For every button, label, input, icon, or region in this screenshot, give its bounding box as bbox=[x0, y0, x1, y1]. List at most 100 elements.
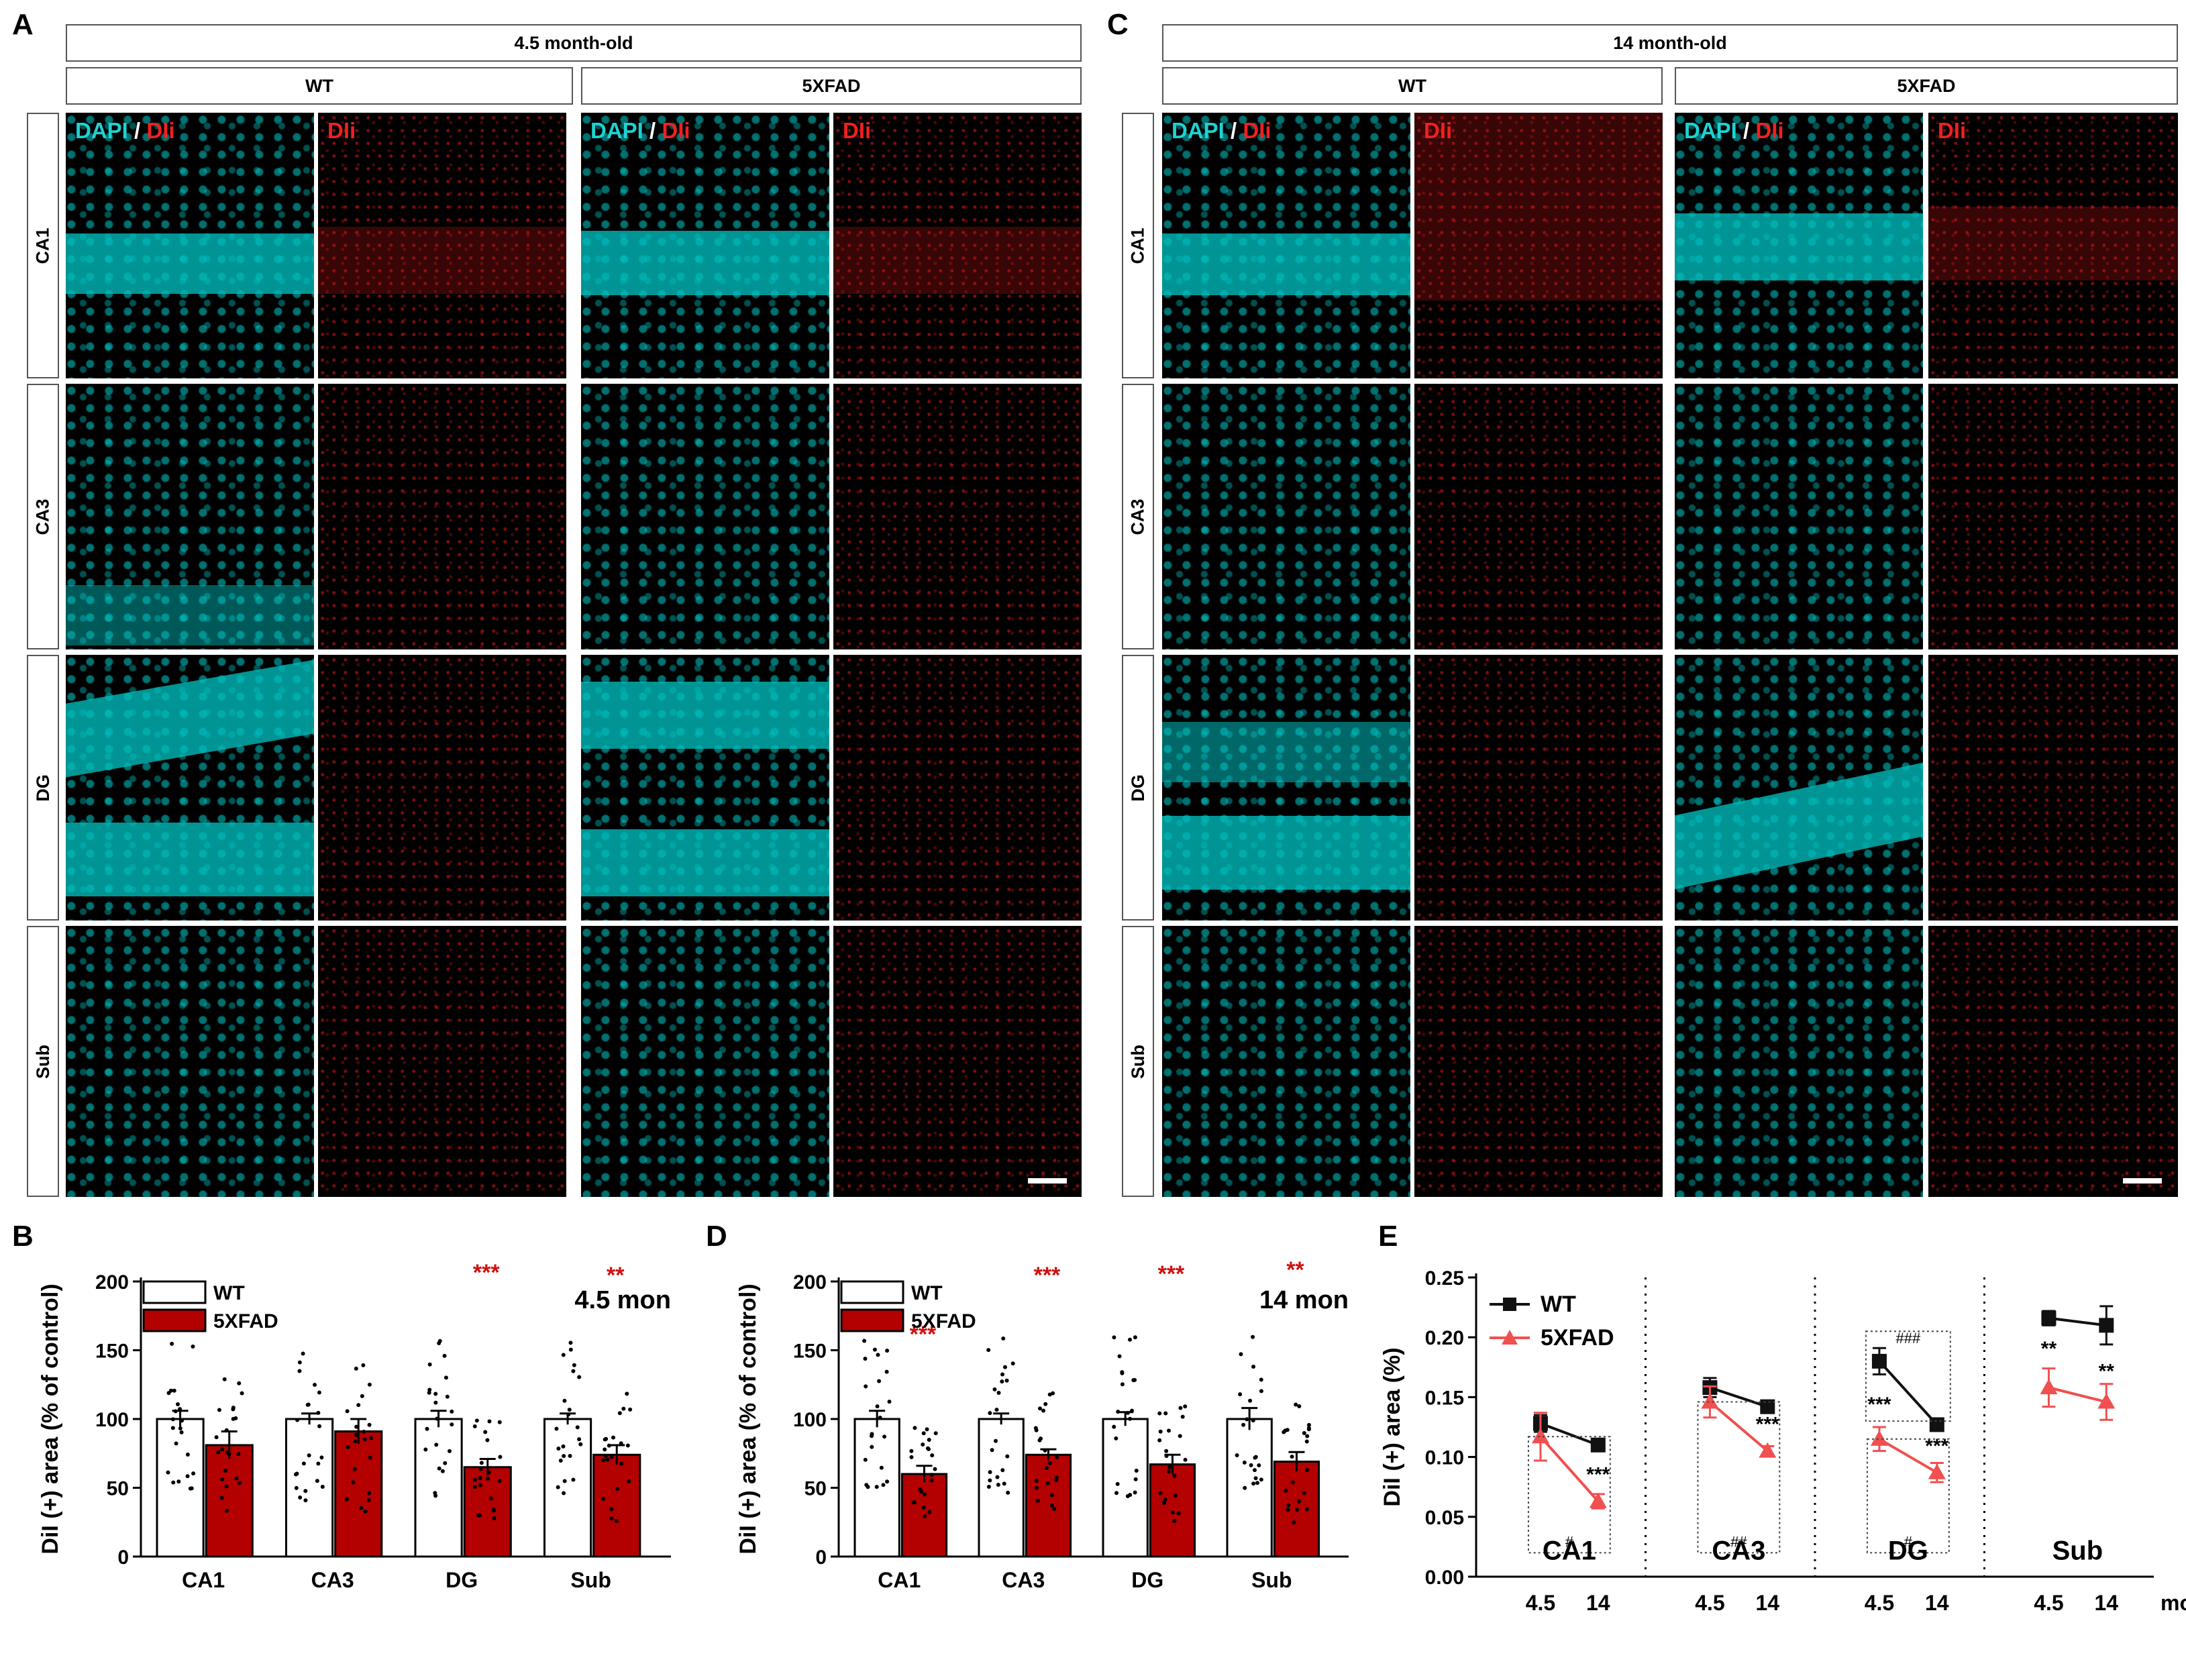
y-axis-label: DiI (+) area (% of control) bbox=[38, 1283, 63, 1554]
data-point bbox=[497, 1420, 502, 1424]
x-tick-label: 14 bbox=[2095, 1591, 2119, 1615]
data-point bbox=[577, 1437, 582, 1442]
data-point bbox=[295, 1418, 300, 1422]
row-label-dg: DG bbox=[1122, 655, 1154, 921]
data-point bbox=[485, 1438, 490, 1442]
data-point bbox=[1035, 1498, 1040, 1503]
data-point bbox=[233, 1416, 238, 1420]
x-tick-label: 4.5 bbox=[1695, 1591, 1724, 1615]
data-point bbox=[1158, 1429, 1163, 1434]
data-point bbox=[472, 1424, 477, 1428]
data-point bbox=[234, 1476, 239, 1481]
significance-stars: *** bbox=[1158, 1261, 1185, 1287]
y-tick-label: 0.10 bbox=[1425, 1447, 1464, 1469]
data-point bbox=[1178, 1434, 1182, 1438]
data-point bbox=[1306, 1427, 1311, 1432]
data-point bbox=[1590, 1437, 1606, 1453]
micrograph-fad45-dg-dapi bbox=[581, 655, 829, 921]
panel-label-e: E bbox=[1378, 1220, 1398, 1253]
data-point bbox=[171, 1480, 176, 1485]
data-point bbox=[172, 1388, 176, 1393]
data-point bbox=[561, 1444, 566, 1449]
data-point bbox=[614, 1518, 619, 1523]
data-point bbox=[1034, 1479, 1039, 1483]
data-point bbox=[1170, 1510, 1175, 1515]
data-point bbox=[240, 1391, 244, 1396]
data-point bbox=[1292, 1520, 1296, 1525]
data-point bbox=[1294, 1402, 1298, 1407]
data-point bbox=[558, 1459, 563, 1463]
data-point bbox=[863, 1457, 868, 1462]
data-point bbox=[1044, 1465, 1049, 1470]
data-point bbox=[1055, 1455, 1059, 1460]
data-point bbox=[870, 1434, 874, 1438]
micrograph-wt45-ca1-dapi: DAPI / DIi bbox=[66, 113, 314, 378]
significance-stars: ** bbox=[2099, 1361, 2115, 1383]
data-point bbox=[1164, 1454, 1169, 1459]
data-point bbox=[185, 1453, 190, 1457]
data-point bbox=[1305, 1468, 1310, 1473]
data-point bbox=[1125, 1494, 1130, 1499]
data-point bbox=[615, 1487, 620, 1491]
data-point bbox=[923, 1492, 927, 1497]
data-point bbox=[301, 1461, 306, 1466]
chart-title: 4.5 mon bbox=[574, 1286, 671, 1314]
data-point bbox=[625, 1443, 630, 1448]
data-point bbox=[603, 1437, 607, 1442]
data-point bbox=[1010, 1361, 1015, 1366]
y-tick-label: 150 bbox=[95, 1341, 129, 1363]
significance-stars: *** bbox=[1867, 1394, 1891, 1416]
data-point bbox=[1163, 1498, 1167, 1502]
significance-stars: ** bbox=[1286, 1257, 1304, 1283]
data-point bbox=[609, 1507, 614, 1512]
data-point bbox=[1304, 1439, 1309, 1444]
data-point bbox=[1130, 1408, 1135, 1413]
data-point bbox=[909, 1449, 914, 1453]
data-point bbox=[1002, 1481, 1006, 1486]
data-point bbox=[1239, 1352, 1243, 1357]
data-point bbox=[352, 1467, 357, 1471]
header-age-right: 14 month-old bbox=[1162, 24, 2178, 62]
data-point bbox=[1929, 1417, 1944, 1432]
data-point bbox=[443, 1461, 448, 1465]
data-point bbox=[1259, 1389, 1263, 1394]
significance-stars: *** bbox=[910, 1322, 937, 1347]
data-point bbox=[1164, 1449, 1169, 1453]
data-point bbox=[307, 1453, 311, 1458]
data-point bbox=[433, 1493, 438, 1498]
x-tick-label: 4.5 bbox=[1526, 1591, 1555, 1615]
data-point bbox=[1047, 1461, 1052, 1465]
data-point bbox=[627, 1479, 631, 1483]
row-label-ca3: CA3 bbox=[27, 384, 59, 649]
data-point bbox=[1004, 1378, 1009, 1383]
data-point bbox=[1047, 1392, 1052, 1397]
data-point bbox=[1043, 1402, 1048, 1406]
x-tick-label: 14 bbox=[1756, 1591, 1780, 1615]
panel-label-b: B bbox=[12, 1220, 34, 1253]
data-point bbox=[568, 1454, 572, 1459]
data-point bbox=[368, 1455, 372, 1460]
data-point bbox=[601, 1496, 606, 1501]
data-point bbox=[996, 1391, 1001, 1396]
data-point bbox=[1049, 1503, 1054, 1508]
data-point bbox=[986, 1348, 991, 1353]
data-point bbox=[354, 1424, 359, 1429]
data-point bbox=[1002, 1365, 1007, 1369]
header-fad-right: 5XFAD bbox=[1675, 67, 2178, 105]
data-point bbox=[878, 1415, 882, 1420]
micrograph-fad14-ca1-dapi: DAPI / DIi bbox=[1675, 113, 1923, 378]
data-point bbox=[2040, 1379, 2058, 1395]
data-point bbox=[1166, 1428, 1171, 1433]
bar bbox=[592, 1453, 641, 1558]
data-point bbox=[1238, 1392, 1243, 1397]
legend-swatch-wt bbox=[142, 1280, 207, 1304]
data-point bbox=[885, 1349, 890, 1353]
y-tick-label: 0.25 bbox=[1425, 1267, 1464, 1290]
region-label: CA1 bbox=[1543, 1536, 1596, 1565]
data-point bbox=[1251, 1418, 1255, 1423]
data-point bbox=[166, 1470, 170, 1475]
micrograph-fad14-dg-dapi bbox=[1675, 655, 1923, 921]
data-point bbox=[447, 1449, 452, 1453]
data-point bbox=[488, 1496, 493, 1501]
bar bbox=[205, 1444, 254, 1558]
